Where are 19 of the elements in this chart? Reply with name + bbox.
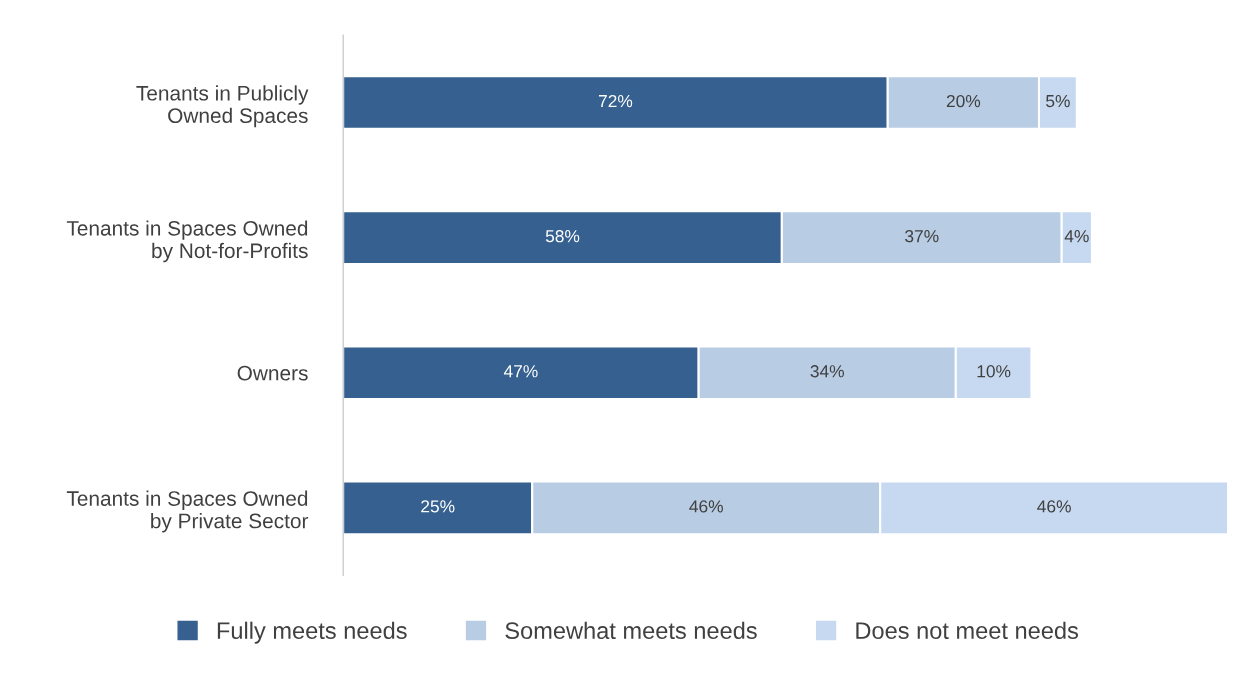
- legend-label: Does not meet needs: [856, 621, 1079, 640]
- legend-label: Somewhat meets needs: [505, 621, 757, 640]
- data-label: 72%: [598, 94, 633, 108]
- y-tick-label: Tenants in Spaces Owned by Not-for-Profits: [66, 220, 308, 263]
- data-label: 37%: [905, 230, 939, 243]
- data-label: 46%: [1037, 500, 1071, 513]
- data-label: 10%: [977, 365, 1011, 378]
- legend-label: Fully meets needs: [217, 621, 407, 644]
- data-label: 5%: [1046, 94, 1070, 108]
- data-label: 58%: [545, 230, 580, 243]
- data-label: 20%: [946, 94, 981, 108]
- y-tick-label: Tenants in Publicly Owned Spaces: [136, 85, 309, 128]
- data-label: 46%: [689, 500, 723, 513]
- data-label: 47%: [503, 365, 538, 378]
- y-tick-label: Owners: [237, 365, 308, 381]
- data-label: 34%: [810, 365, 844, 378]
- data-label: 4%: [1064, 230, 1089, 243]
- data-label: 25%: [421, 500, 455, 513]
- y-tick-label: Tenants in Spaces Owned by Private Sector: [66, 490, 309, 533]
